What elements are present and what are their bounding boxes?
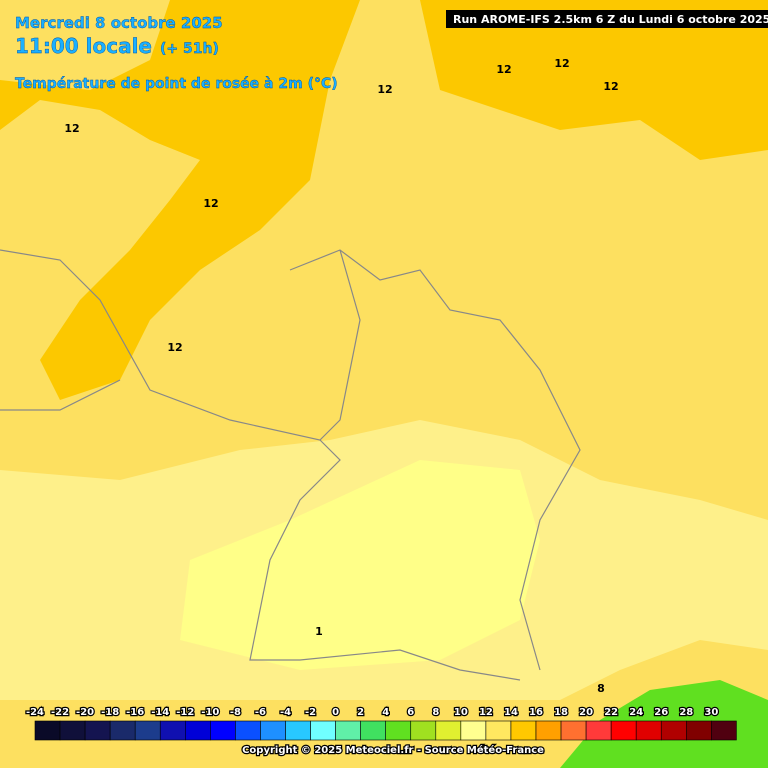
warm-area (0, 0, 360, 400)
contour-label: 12 (496, 63, 511, 76)
border-line (0, 379, 121, 411)
legend-tick-label: 4 (382, 707, 389, 718)
legend-swatch (410, 720, 437, 741)
border-line (319, 249, 361, 441)
legend-swatch (310, 720, 336, 741)
legend-tick-label: 0 (332, 707, 339, 718)
legend-tick-label: 30 (704, 707, 718, 718)
legend-tick-label: -10 (201, 707, 219, 718)
legend-swatch (109, 720, 136, 741)
contour-label: 12 (377, 83, 392, 96)
legend-tick-label: 6 (407, 707, 414, 718)
legend-swatch (185, 720, 211, 741)
legend-tick-label: 2 (357, 707, 364, 718)
legend-swatch (84, 720, 111, 741)
legend-swatch (535, 720, 562, 741)
legend-tick-label: 16 (529, 707, 543, 718)
legend-tick-label: -4 (280, 707, 291, 718)
contour-labels: 12 12 12 12 12 12 12 1 8 (64, 57, 618, 695)
contour-label: 12 (554, 57, 569, 70)
legend-swatch (159, 720, 186, 741)
legend-tick-label: -22 (51, 707, 69, 718)
legend-swatch (485, 720, 512, 741)
contour-label: 12 (167, 341, 182, 354)
legend-tick-label: -8 (230, 707, 241, 718)
contour-label: 12 (203, 197, 218, 210)
legend-swatch (685, 720, 712, 741)
legend-tick-label: 12 (479, 707, 493, 718)
contour-label: 8 (597, 682, 605, 695)
legend-swatch (610, 720, 637, 741)
legend-swatch (385, 720, 412, 741)
time-text: 11:00 locale (15, 34, 152, 58)
legend-tick-label: 22 (604, 707, 618, 718)
legend-swatch (34, 720, 61, 741)
offset-text: (+ 51h) (160, 41, 219, 57)
date-text: Mercredi 8 octobre 2025 (15, 14, 223, 32)
copyright: Copyright © 2025 Meteociel.fr - Source M… (242, 744, 544, 756)
legend-swatch (285, 720, 311, 741)
legend-tick-label: -14 (151, 707, 169, 718)
warm-area (420, 0, 768, 160)
legend-tick-label: 8 (432, 707, 439, 718)
legend-tick-label: -20 (76, 707, 94, 718)
legend-tick-label: 24 (629, 707, 643, 718)
legend-swatch (134, 720, 161, 741)
contour-label: 1 (315, 625, 323, 638)
legend-tick-label: 26 (654, 707, 668, 718)
legend-swatch (210, 720, 236, 741)
legend-tick-label: -18 (101, 707, 119, 718)
legend-swatch (635, 720, 662, 741)
legend-tick-label: 28 (679, 707, 693, 718)
legend-tick-label: -6 (255, 707, 266, 718)
contour-label: 12 (64, 122, 79, 135)
legend-tick-label: 10 (454, 707, 468, 718)
map-area (0, 0, 170, 90)
variable-text: Température de point de rosée à 2m (°C) (15, 76, 338, 92)
legend-tick-label: 18 (554, 707, 568, 718)
run-banner (446, 10, 768, 28)
legend-swatch (510, 720, 537, 741)
border-line (289, 249, 581, 671)
legend-tick-label: -2 (305, 707, 316, 718)
legend-swatch (660, 720, 687, 741)
legend-swatch (711, 720, 737, 741)
contour-label: 12 (603, 80, 618, 93)
legend-swatch (59, 720, 86, 741)
legend-tick-label: 20 (579, 707, 593, 718)
legend-tick-label: -16 (126, 707, 144, 718)
legend-swatch (560, 720, 587, 741)
legend-tick-label: -24 (26, 707, 44, 718)
legend-swatch (235, 720, 261, 741)
legend-tick-label: 14 (504, 707, 518, 718)
legend-swatch (460, 720, 487, 741)
border-line (0, 249, 521, 681)
legend-tick-label: -12 (176, 707, 194, 718)
color-legend: -24 -22 -20 -18 -16 -14 -12 -10 -8 -6 -4 -2 0 2 4 6 8 10 1… (25, 706, 737, 741)
legend-swatch (260, 720, 286, 741)
legend-swatch (360, 720, 386, 741)
legend-swatch (435, 720, 462, 741)
lighter-area (180, 460, 540, 670)
legend-swatch (335, 720, 361, 741)
run-text: Run AROME-IFS 2.5km 6 Z du Lundi 6 octob… (453, 13, 768, 26)
legend-swatch (585, 720, 612, 741)
